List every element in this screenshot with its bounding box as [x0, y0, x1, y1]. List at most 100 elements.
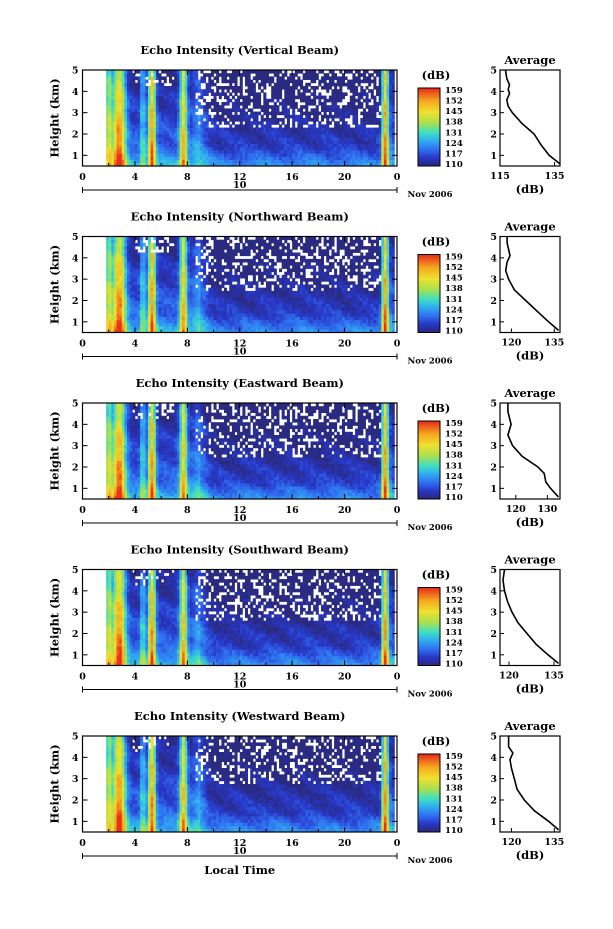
heatmap-cell [331, 73, 335, 77]
heatmap-cell [250, 70, 254, 74]
heatmap-cell [255, 98, 259, 103]
heatmap-cell [216, 303, 220, 308]
heatmap-cell [271, 281, 275, 285]
heatmap-cell [237, 143, 241, 148]
heatmap-cell [318, 156, 322, 160]
heatmap-cell [187, 162, 191, 167]
heatmap-cell [326, 159, 330, 164]
heatmap-cell [153, 95, 157, 100]
heatmap-cell [200, 246, 204, 250]
heatmap-cell [381, 111, 385, 116]
heatmap-cell [313, 121, 317, 125]
heatmap-cell [386, 140, 390, 144]
heatmap-cell [244, 111, 249, 116]
heatmap-cell [106, 249, 110, 253]
heatmap-cell [244, 310, 249, 314]
heatmap-cell [321, 143, 325, 148]
heatmap-cell [137, 281, 141, 285]
heatmap-cell [106, 326, 110, 330]
heatmap-cell [260, 159, 264, 164]
heatmap-cell [163, 258, 167, 263]
heatmap-cell [187, 268, 191, 273]
heatmap-cell [279, 316, 283, 321]
heatmap-cell [134, 278, 138, 282]
heatmap-cell [179, 242, 183, 247]
heatmap-cell [336, 159, 340, 164]
heatmap-cell [242, 313, 246, 317]
heatmap-cell [203, 162, 207, 167]
heatmap-cell [318, 98, 322, 103]
heatmap-cell [158, 236, 162, 241]
heatmap-cell [294, 134, 298, 138]
heatmap-cell [260, 153, 264, 157]
heatmap-cell [292, 306, 296, 311]
heatmap-cell [334, 105, 338, 109]
heatmap-cell [132, 246, 136, 250]
heatmap-cell [189, 236, 193, 241]
heatmap-cell [365, 111, 369, 116]
heatmap-cell [150, 265, 154, 269]
heatmap-cell [119, 130, 123, 135]
heatmap-cell [124, 137, 128, 141]
heatmap-cell [218, 108, 222, 112]
heatmap-cell [292, 162, 296, 167]
heatmap-cell [205, 130, 209, 135]
heatmap-cell [174, 89, 178, 93]
heatmap-cell [106, 300, 110, 305]
heatmap-cell [300, 98, 304, 103]
heatmap-cell [286, 159, 290, 164]
heatmap-cell [328, 95, 332, 100]
heatmap-cell [265, 79, 269, 84]
heatmap-cell [137, 70, 141, 74]
heatmap-cell [383, 156, 387, 160]
heatmap-cell [132, 111, 136, 116]
heatmap-cell [166, 319, 170, 324]
heatmap-cell [197, 316, 201, 321]
heatmap-cell [127, 329, 131, 333]
heatmap-cell [279, 329, 283, 333]
heatmap-cell [182, 319, 186, 324]
heatmap-cell [127, 121, 131, 125]
heatmap-cell [381, 127, 385, 132]
heatmap-cell [349, 95, 353, 100]
heatmap-cell [273, 262, 277, 266]
heatmap-cell [302, 150, 306, 154]
heatmap-cell [221, 70, 225, 74]
heatmap-cell [168, 140, 173, 144]
heatmap-cell [182, 322, 186, 327]
heatmap-cell [195, 150, 199, 154]
heatmap-cell [378, 146, 382, 151]
heatmap-cell [213, 159, 217, 164]
heatmap-cell [242, 98, 246, 103]
heatmap-cell [224, 294, 228, 298]
heatmap-cell [231, 156, 235, 160]
heatmap-cell [203, 258, 207, 263]
heatmap-cell [321, 153, 325, 157]
heatmap-cell [216, 114, 220, 119]
heatmap-cell [224, 255, 228, 260]
heatmap-cell [260, 319, 264, 324]
heatmap-cell [108, 159, 112, 164]
heatmap-cell [365, 137, 369, 141]
heatmap-cell [137, 255, 141, 260]
heatmap-cell [137, 322, 141, 327]
heatmap-cell [331, 95, 335, 100]
heatmap-cell [389, 70, 393, 74]
heatmap-cell [294, 255, 298, 260]
heatmap-cell [231, 102, 235, 106]
heatmap-cell [113, 121, 117, 125]
heatmap-cell [263, 287, 267, 292]
heatmap-cell [292, 239, 296, 244]
heatmap-cell [127, 310, 131, 314]
heatmap-cell [150, 274, 154, 279]
heatmap-cell [203, 159, 207, 164]
heatmap-cell [208, 156, 212, 160]
heatmap-cell [137, 92, 141, 96]
heatmap-cell [148, 121, 152, 125]
heatmap-cell [216, 249, 220, 253]
heatmap-cell [378, 76, 382, 80]
heatmap-cell [310, 124, 314, 128]
heatmap-cell [315, 162, 319, 167]
heatmap-cell [349, 156, 353, 160]
heatmap-cell [150, 118, 154, 122]
